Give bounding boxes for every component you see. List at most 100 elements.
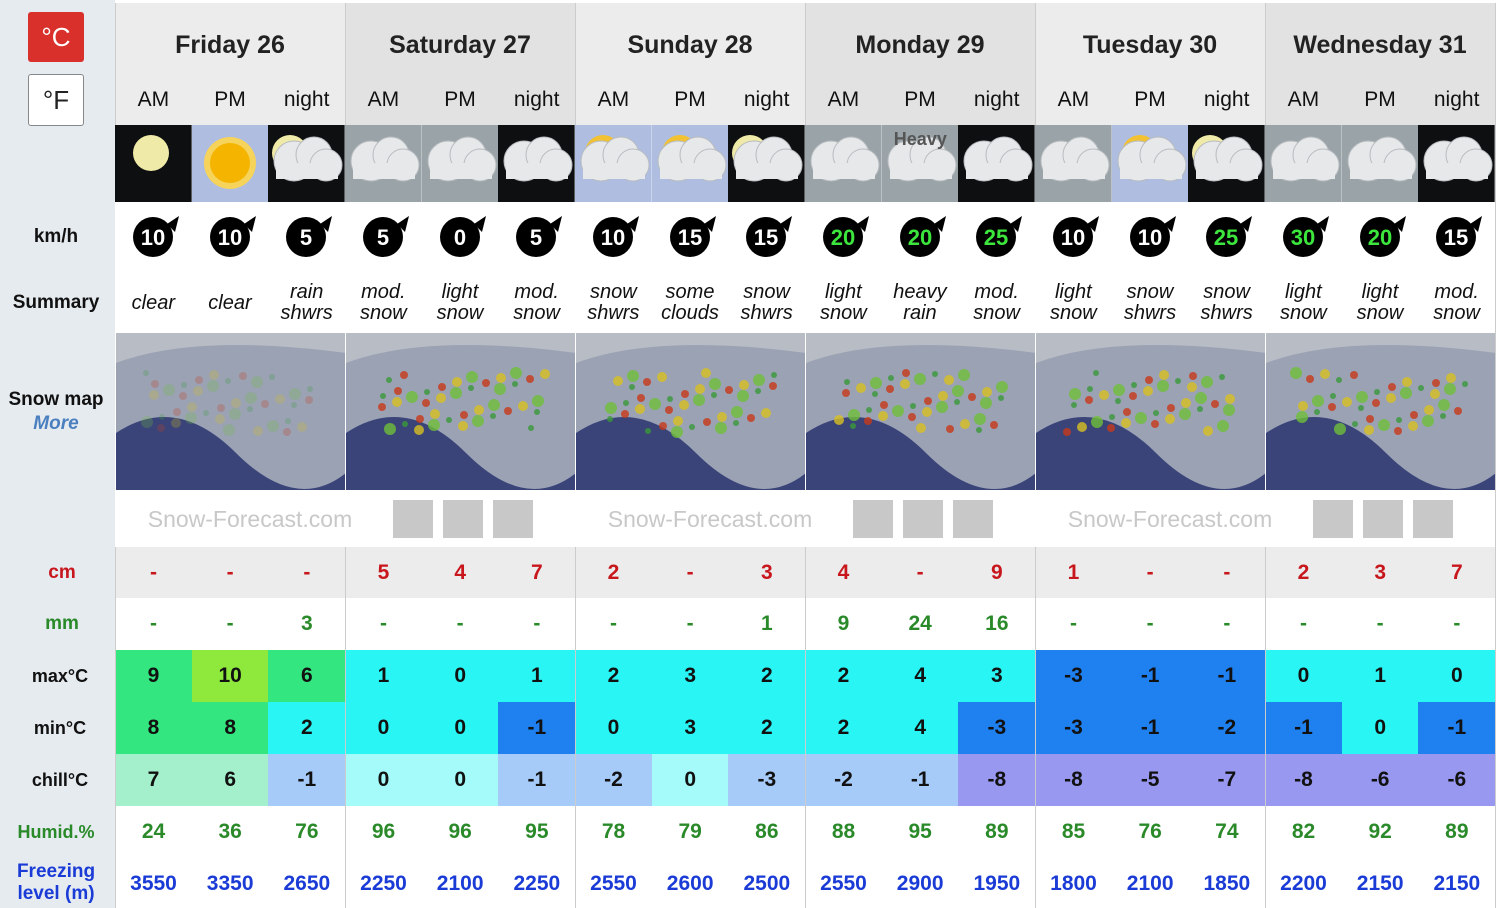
row-label: Humid.% — [17, 821, 95, 842]
weather-icon — [651, 125, 729, 202]
summary: light snow — [1279, 281, 1327, 324]
table-cell: 0 — [345, 754, 422, 806]
summary: clear — [208, 291, 252, 314]
table-cell: 3 — [1341, 547, 1419, 599]
table-cell: 2250 — [345, 858, 422, 908]
row-label: mm — [45, 613, 79, 634]
day-header — [115, 3, 345, 125]
weather-icon — [498, 125, 575, 202]
table-cell: - — [575, 598, 652, 650]
table-cell: -5 — [1111, 754, 1189, 806]
table-cell: 92 — [1341, 806, 1419, 858]
table-cell: 2 — [575, 547, 652, 599]
table-cell: 2250 — [498, 858, 576, 908]
wind-speed: 10 — [1061, 225, 1085, 250]
snow-map — [116, 333, 345, 490]
table-cell: 96 — [421, 806, 499, 858]
row-label: min°C — [33, 717, 87, 738]
summary: snow shwrs — [1200, 281, 1253, 324]
table-cell: 96 — [345, 806, 422, 858]
table-cell: 3 — [268, 598, 346, 650]
table-cell: 82 — [1265, 806, 1342, 858]
table-cell: 1 — [345, 650, 422, 702]
row-label: Snow map — [8, 389, 104, 410]
map-control[interactable] — [853, 500, 893, 538]
label-column — [0, 0, 115, 908]
day-separator — [1495, 3, 1496, 908]
table-cell: 1850 — [1188, 858, 1266, 908]
table-cell: 9 — [115, 650, 192, 702]
table-cell: 10 — [191, 650, 269, 702]
table-cell: 95 — [498, 806, 576, 858]
table-cell: 76 — [1111, 806, 1189, 858]
period-label: AM — [367, 88, 400, 111]
map-control[interactable] — [1413, 500, 1453, 538]
table-cell: 2500 — [728, 858, 806, 908]
more-link[interactable]: More — [33, 413, 79, 434]
table-cell: -1 — [268, 754, 346, 806]
summary: light snow — [1049, 281, 1097, 324]
table-cell: -8 — [1265, 754, 1342, 806]
summary: rain shwrs — [280, 281, 333, 324]
table-cell: -1 — [498, 754, 576, 806]
summary: snow shwrs — [740, 281, 793, 324]
map-control[interactable] — [1313, 500, 1353, 538]
table-cell: 1 — [1341, 650, 1419, 702]
table-cell: -1 — [1265, 702, 1342, 754]
map-control[interactable] — [903, 500, 943, 538]
day-name: Friday 26 — [175, 30, 285, 59]
wind-icon: 5 — [516, 216, 563, 257]
weather-icon — [1418, 125, 1495, 202]
period-label: PM — [444, 88, 476, 111]
table-cell: 1 — [498, 650, 576, 702]
row-label: km/h — [33, 226, 79, 247]
table-cell: - — [651, 598, 729, 650]
map-control[interactable] — [393, 500, 433, 538]
wind-icon: 20 — [823, 216, 869, 257]
table-cell: 16 — [958, 598, 1036, 650]
wind-speed: 0 — [454, 225, 466, 250]
day-name: Wednesday 31 — [1293, 30, 1467, 59]
table-cell: - — [1111, 598, 1189, 650]
wind-icon: 10 — [209, 216, 256, 257]
summary: mod. snow — [973, 281, 1020, 324]
wind-speed: 15 — [677, 225, 701, 250]
map-control[interactable] — [443, 500, 483, 538]
row-label: Summary — [12, 292, 100, 313]
wind-speed: 10 — [1137, 225, 1161, 250]
table-cell: -1 — [1188, 650, 1266, 702]
map-control[interactable] — [953, 500, 993, 538]
map-control[interactable] — [493, 500, 533, 538]
summary: mod. snow — [513, 281, 560, 324]
table-cell: 1950 — [958, 858, 1036, 908]
fahrenheit-button[interactable]: °F — [28, 74, 84, 126]
wind-icon: 15 — [746, 216, 793, 257]
table-cell: 2 — [268, 702, 346, 754]
period-label: AM — [1287, 88, 1320, 111]
watermark: Snow-Forecast.com — [147, 505, 353, 532]
table-cell: 2 — [805, 650, 882, 702]
table-cell: 2100 — [421, 858, 499, 908]
celsius-button[interactable]: °C — [28, 12, 84, 62]
weather-icon — [191, 125, 269, 202]
snow-map — [1266, 333, 1495, 490]
wind-speed: 10 — [217, 225, 241, 250]
table-cell: 2 — [805, 702, 882, 754]
snow-map — [576, 333, 805, 490]
table-cell: 8 — [115, 702, 192, 754]
wind-speed: 10 — [601, 225, 625, 250]
summary: snow shwrs — [587, 281, 640, 324]
table-cell: 4 — [881, 702, 959, 754]
day-separator — [1265, 547, 1266, 908]
table-cell: 76 — [268, 806, 346, 858]
weather-icon — [268, 125, 345, 202]
map-control[interactable] — [1363, 500, 1403, 538]
table-cell: - — [651, 547, 729, 599]
table-cell: -8 — [1035, 754, 1112, 806]
period-label: AM — [827, 88, 860, 111]
table-cell: - — [1035, 598, 1112, 650]
wind-speed: 20 — [1367, 225, 1391, 250]
period-label: night — [1203, 88, 1250, 111]
wind-icon: 5 — [363, 216, 409, 257]
table-cell: 1 — [728, 598, 806, 650]
